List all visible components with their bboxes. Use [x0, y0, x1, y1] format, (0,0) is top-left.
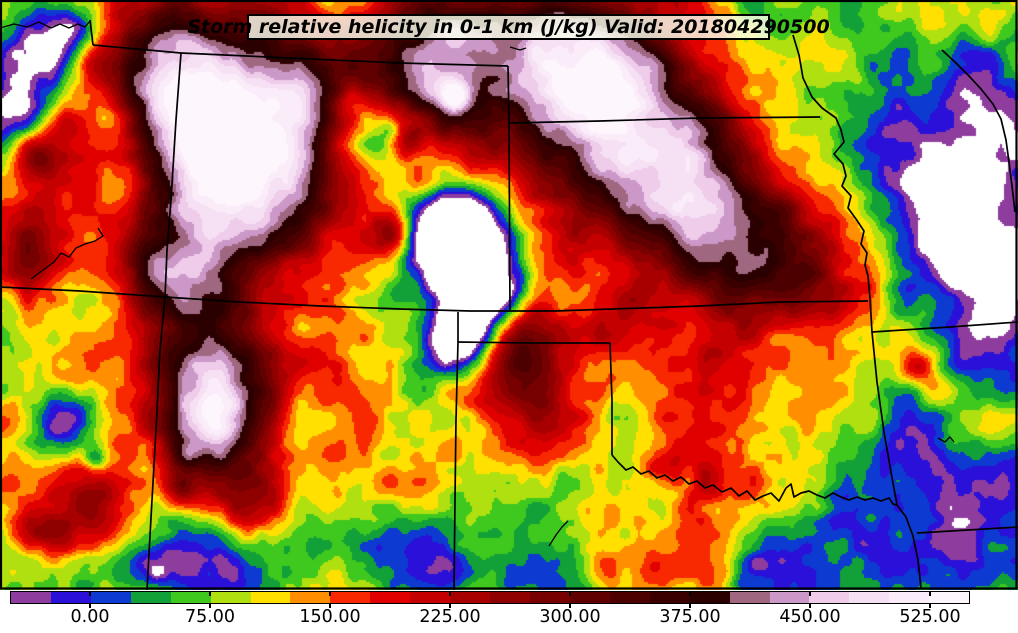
- tick-mark: [89, 604, 91, 608]
- colorbar: [10, 591, 970, 604]
- helicity-field-canvas: [0, 0, 1018, 590]
- colorbar-segment: [170, 592, 211, 603]
- tick-mark: [929, 604, 931, 608]
- colorbar-segment: [809, 592, 850, 603]
- tick-mark: [689, 591, 691, 596]
- helicity-map: Storm relative helicity in 0-1 km (J/kg)…: [0, 0, 1018, 590]
- tick-mark: [329, 591, 331, 596]
- tick-mark: [449, 591, 451, 596]
- colorbar-segment: [689, 592, 730, 603]
- map-title: Storm relative helicity in 0-1 km (J/kg)…: [187, 16, 830, 38]
- colorbar-segment: [569, 592, 610, 603]
- colorbar-segment: [410, 592, 451, 603]
- colorbar-segment: [849, 592, 890, 603]
- colorbar-segment: [210, 592, 251, 603]
- colorbar-segment: [490, 592, 530, 603]
- colorbar-segment: [609, 592, 650, 603]
- colorbar-segment: [11, 592, 51, 603]
- tick-mark: [209, 591, 211, 596]
- tick-mark: [569, 604, 571, 608]
- colorbar-tick-label: 150.00: [299, 607, 361, 627]
- colorbar-tick-label: 225.00: [419, 607, 481, 627]
- colorbar-segment: [90, 592, 131, 603]
- colorbar-segment: [529, 592, 570, 603]
- tick-mark: [809, 604, 811, 608]
- colorbar-tick-label: 450.00: [779, 607, 841, 627]
- tick-mark: [929, 591, 931, 596]
- colorbar-tick-label: 75.00: [184, 607, 236, 627]
- colorbar-segment: [729, 592, 770, 603]
- colorbar-segment: [250, 592, 291, 603]
- tick-mark: [209, 604, 211, 608]
- colorbar-tick-label: 300.00: [539, 607, 601, 627]
- tick-mark: [569, 591, 571, 596]
- colorbar-tick-label: 375.00: [659, 607, 721, 627]
- tick-mark: [809, 591, 811, 596]
- colorbar-segment: [450, 592, 491, 603]
- colorbar-segment: [370, 592, 411, 603]
- tick-mark: [89, 591, 91, 596]
- colorbar-segment: [50, 592, 91, 603]
- colorbar-segment: [649, 592, 690, 603]
- tick-mark: [449, 604, 451, 608]
- colorbar-segment: [889, 592, 930, 603]
- tick-mark: [689, 604, 691, 608]
- tick-mark: [329, 604, 331, 608]
- colorbar-tick-label: 525.00: [899, 607, 961, 627]
- colorbar-tick-label: 0.00: [70, 607, 110, 627]
- colorbar-segment: [330, 592, 371, 603]
- colorbar-segment: [769, 592, 810, 603]
- colorbar-segment: [290, 592, 331, 603]
- map-title-box: Storm relative helicity in 0-1 km (J/kg)…: [187, 14, 830, 40]
- colorbar-segment: [130, 592, 171, 603]
- colorbar-segment: [929, 592, 970, 603]
